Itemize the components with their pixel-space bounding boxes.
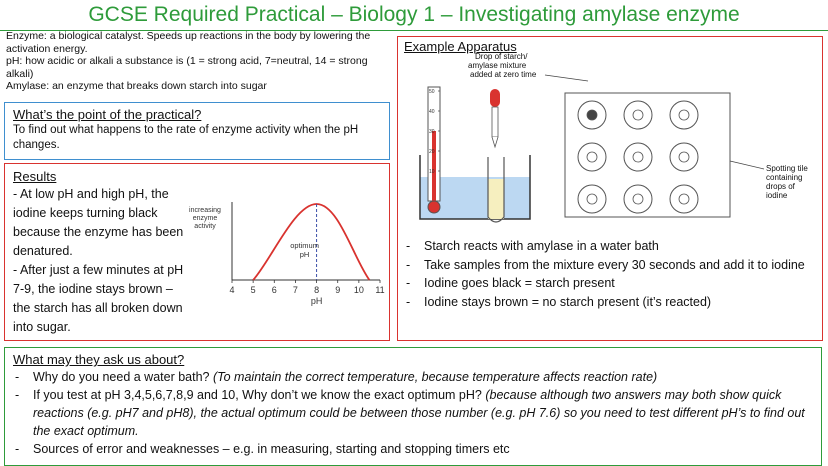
results-heading: Results	[13, 169, 57, 184]
question-text: Why do you need a water bath?	[33, 370, 213, 384]
results-text: - At low pH and high pH, the iodine keep…	[13, 185, 185, 337]
questions-panel: What may they ask us about? Why do you n…	[4, 347, 822, 466]
thermometer-tick-label: 40	[429, 109, 435, 115]
x-tick-label: 11	[375, 285, 384, 295]
title-underline	[0, 30, 828, 31]
definition-enzyme: Enzyme: a biological catalyst. Speeds up…	[6, 30, 371, 55]
point-text: To find out what happens to the rate of …	[13, 124, 359, 151]
y-axis-label: increasing	[189, 207, 221, 214]
drop-label-line2: amylase mixture	[468, 61, 527, 70]
tile-label-line3: drops of	[766, 182, 796, 191]
iodine-drop	[678, 109, 690, 121]
definition-amylase: Amylase: an enzyme that breaks down star…	[6, 80, 267, 93]
page-title: GCSE Required Practical – Biology 1 – In…	[88, 3, 740, 26]
definitions: Enzyme: a biological catalyst. Speeds up…	[6, 30, 396, 93]
apparatus-bullet: Take samples from the mixture every 30 s…	[404, 256, 814, 275]
optimum-annotation: optimum	[290, 241, 319, 250]
questions-heading: What may they ask us about?	[13, 352, 185, 367]
x-tick-label: 8	[314, 285, 319, 295]
tile-pointer	[729, 160, 765, 170]
tile-label-line2: containing	[766, 173, 802, 182]
optimum-annotation: pH	[300, 250, 310, 259]
results-point-2: - After just a few minutes at pH 7-9, th…	[13, 263, 184, 334]
tile-label-line4: iodine	[766, 191, 788, 200]
apparatus-bullet: Iodine stays brown = no starch present (…	[404, 293, 814, 312]
question-text: Sources of error and weaknesses – e.g. i…	[33, 442, 510, 456]
apparatus-panel: Example Apparatus Drop of starch/ amylas…	[397, 36, 823, 341]
x-tick-label: 4	[229, 285, 234, 295]
apparatus-bullet: Starch reacts with amylase in a water ba…	[404, 237, 814, 256]
results-point-1: - At low pH and high pH, the iodine keep…	[13, 187, 184, 258]
apparatus-bullet: Iodine goes black = starch present	[404, 274, 814, 293]
apparatus-bullets: Starch reacts with amylase in a water ba…	[404, 237, 814, 311]
iodine-drop	[678, 193, 690, 205]
drop-pointer	[544, 74, 589, 82]
dropper	[490, 89, 500, 149]
question-item: Sources of error and weaknesses – e.g. i…	[13, 440, 813, 458]
point-panel: What’s the point of the practical? To fi…	[4, 102, 390, 160]
apparatus-heading: Example Apparatus	[404, 39, 517, 54]
iodine-drop	[678, 151, 690, 163]
question-item: Why do you need a water bath? (To mainta…	[13, 368, 813, 386]
iodine-drop	[586, 193, 598, 205]
thermometer: 50 40 30 20 10	[427, 86, 441, 214]
iodine-drop	[632, 109, 644, 121]
question-item: If you test at pH 3,4,5,6,7,8,9 and 10, …	[13, 386, 813, 440]
drop-label-line1: Drop of starch/	[475, 52, 528, 61]
water-bath-beaker	[419, 155, 531, 220]
test-tube	[487, 157, 505, 223]
question-text: If you test at pH 3,4,5,6,7,8,9 and 10, …	[33, 388, 486, 402]
question-answer: (To maintain the correct temperature, be…	[212, 370, 658, 384]
definition-ph: pH: how acidic or alkali a substance is …	[6, 55, 368, 80]
thermometer-tick-label: 10	[429, 169, 435, 175]
y-axis-label: enzyme	[193, 215, 218, 222]
iodine-drop	[632, 151, 644, 163]
point-heading: What’s the point of the practical?	[13, 107, 202, 122]
x-tick-label: 9	[335, 285, 340, 295]
x-tick-label: 7	[293, 285, 298, 295]
x-axis-label: pH	[311, 296, 323, 306]
x-tick-label: 6	[272, 285, 277, 295]
iodine-drop	[632, 193, 644, 205]
apparatus-diagram: Drop of starch/ amylase mixture added at…	[419, 52, 808, 223]
question-answer: (because although two answers may both s…	[33, 388, 805, 438]
results-panel: Results - At low pH and high pH, the iod…	[4, 163, 390, 341]
iodine-drop	[586, 109, 598, 121]
thermometer-tick-label: 30	[429, 129, 435, 135]
iodine-drop	[586, 151, 598, 163]
drop-label-line3: added at zero time	[470, 70, 537, 79]
x-tick-label: 10	[354, 285, 364, 295]
thermometer-tick-label: 20	[429, 149, 435, 155]
x-tick-label: 5	[251, 285, 256, 295]
questions-list: Why do you need a water bath? (To mainta…	[13, 368, 813, 458]
tile-label-line1: Spotting tile	[766, 164, 808, 173]
thermometer-tick-label: 50	[429, 89, 435, 95]
y-axis-label: activity	[194, 223, 216, 230]
